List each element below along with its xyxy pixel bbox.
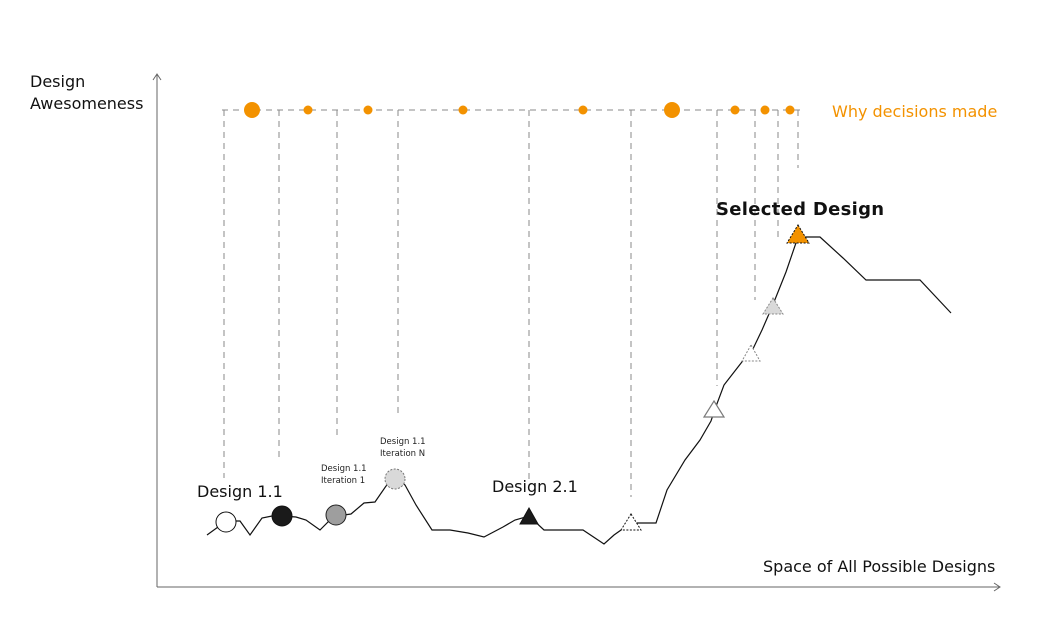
landscape-curve — [206, 236, 952, 545]
selected-design-label: Selected Design — [716, 199, 885, 220]
y-axis-label-line2: Awesomeness — [30, 94, 144, 113]
design-2-1-marker — [519, 506, 539, 525]
y-axis-arrow — [152, 73, 162, 81]
iteration-n-marker — [384, 468, 406, 490]
decision-dot — [664, 102, 680, 118]
decision-dot — [730, 105, 740, 115]
iteration-1-marker — [325, 504, 347, 526]
decision-dot — [578, 105, 588, 115]
dotted-small-triangle-marker — [741, 343, 761, 362]
y-axis-label-line1: Design — [30, 72, 86, 91]
design-1-1-marker — [215, 511, 237, 533]
iteration-n-label-line1: Design 1.1 — [380, 437, 426, 447]
black-circle-marker — [271, 505, 293, 527]
iteration-n-label-line2: Iteration N — [380, 449, 426, 459]
decision-dot — [458, 105, 468, 115]
y-axis-label: Design Awesomeness — [30, 71, 143, 115]
vertical-guides — [223, 110, 799, 497]
why-decisions-label: Why decisions made — [832, 102, 998, 121]
iteration-n-label: Design 1.1 Iteration N — [380, 436, 426, 460]
open-triangle-marker — [702, 399, 726, 418]
iteration-1-label: Design 1.1 Iteration 1 — [321, 463, 367, 487]
decision-dot — [303, 105, 313, 115]
decision-dots — [244, 102, 795, 118]
gray-triangle-marker — [762, 297, 784, 315]
iteration-1-label-line1: Design 1.1 — [321, 464, 367, 474]
design-2-1-label: Design 2.1 — [492, 477, 578, 496]
iteration-1-label-line2: Iteration 1 — [321, 476, 366, 486]
decision-dot — [760, 105, 770, 115]
dotted-triangle-marker — [620, 513, 642, 531]
design-1-1-label: Design 1.1 — [197, 482, 283, 501]
decision-dot — [244, 102, 260, 118]
decision-dot — [785, 105, 795, 115]
x-axis-label: Space of All Possible Designs — [763, 557, 996, 576]
x-axis-arrow — [993, 582, 1001, 592]
selected-design-marker — [786, 224, 810, 244]
decision-dot — [363, 105, 373, 115]
